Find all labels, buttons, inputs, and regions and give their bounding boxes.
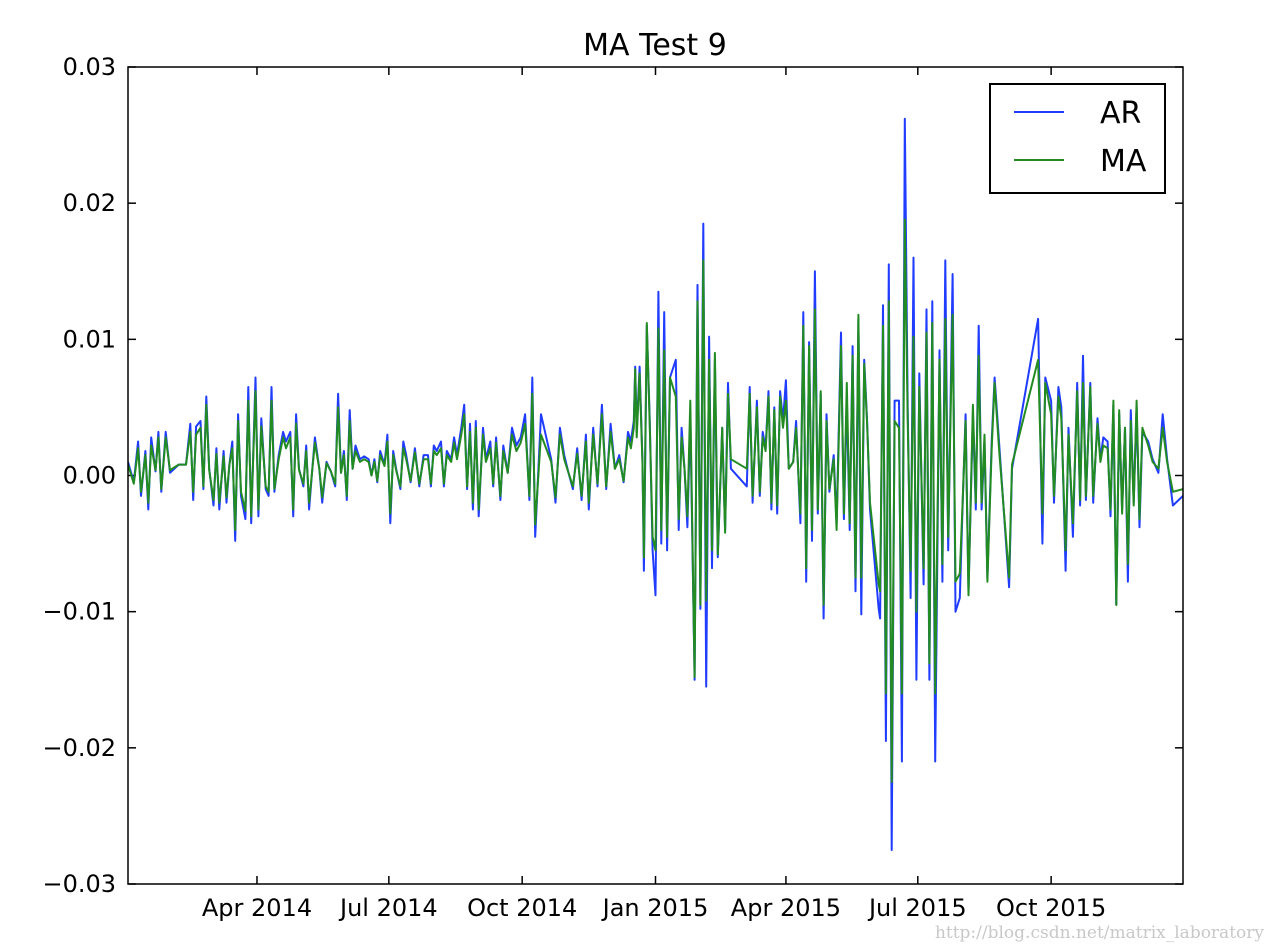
y-tick-label: −0.03 xyxy=(42,870,116,898)
legend-label-ma: MA xyxy=(1100,144,1147,179)
legend-box xyxy=(989,83,1166,194)
y-tick-label: 0.00 xyxy=(63,462,116,490)
x-tick-label: Apr 2014 xyxy=(202,894,312,922)
plot-area xyxy=(128,117,1183,851)
legend: AR MA xyxy=(989,83,1166,194)
series-lines xyxy=(128,117,1183,851)
y-tick-label: 0.03 xyxy=(63,53,116,81)
watermark: http://blog.csdn.net/matrix_laboratory xyxy=(935,923,1264,943)
y-tick-label: 0.02 xyxy=(63,189,116,217)
plot-frame xyxy=(127,66,1184,885)
y-axis: 0.03 0.02 0.01 0.00 −0.01 −0.02 −0.03 xyxy=(42,53,1183,898)
x-tick-label: Oct 2014 xyxy=(467,894,577,922)
x-axis: Apr 2014 Jul 2014 Oct 2014 Jan 2015 Apr 2015… xyxy=(202,67,1106,922)
y-tick-label: −0.02 xyxy=(42,734,116,762)
x-tick-label: Jan 2015 xyxy=(601,894,709,922)
legend-label-ar: AR xyxy=(1100,96,1141,131)
series-line-ma xyxy=(128,218,1183,783)
x-tick-label: Jul 2015 xyxy=(867,894,967,922)
y-tick-label: −0.01 xyxy=(42,598,116,626)
chart-title: MA Test 9 xyxy=(583,28,727,63)
x-tick-label: Oct 2015 xyxy=(996,894,1106,922)
x-tick-label: Apr 2015 xyxy=(731,894,841,922)
y-tick-label: 0.01 xyxy=(63,325,116,353)
x-tick-label: Jul 2014 xyxy=(338,894,438,922)
